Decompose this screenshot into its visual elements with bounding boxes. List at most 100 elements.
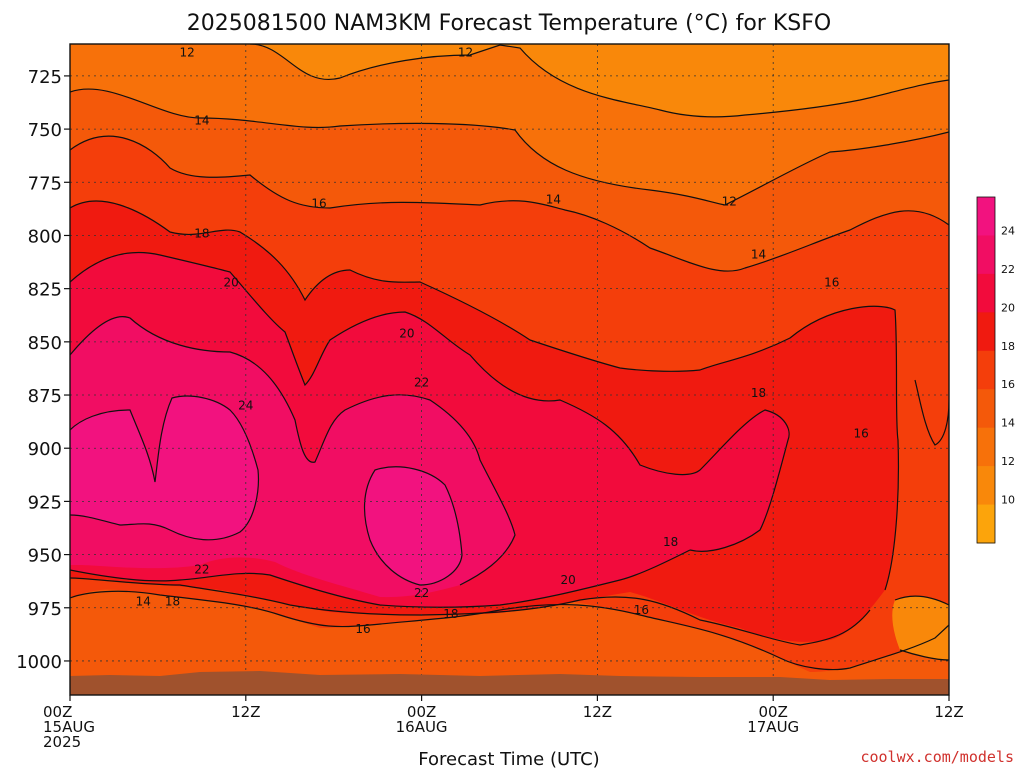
- x-axis-label: Forecast Time (UTC): [418, 749, 599, 768]
- contour-label: 18: [165, 594, 180, 608]
- band-lower-east-cool: [892, 596, 949, 660]
- colorbar-tick-label: 10: [1001, 494, 1015, 507]
- contour-line-16-a: [70, 200, 900, 591]
- colorbar-tick-label: 22: [1001, 263, 1015, 276]
- contour-labels: 12 12 12 14 14 14 16 16 16 16 16 18 18 18 18 18 14 20 20 20…: [136, 46, 869, 637]
- contour-label-text: 16: [824, 275, 839, 289]
- colorbar-swatch: [977, 197, 995, 236]
- y-tick-label: 725: [28, 67, 62, 88]
- contour-line-14-b: [894, 595, 949, 661]
- contour-label-text: 22: [414, 586, 429, 600]
- colorbar-swatch: [977, 312, 995, 352]
- colorbar-swatch: [977, 427, 995, 467]
- y-tick-label: 950: [28, 546, 62, 567]
- colorbar: 24 22 20 18 16 14 12 10: [976, 196, 1015, 544]
- contour-label: 16: [634, 603, 649, 617]
- contour-label-text: 18: [663, 535, 678, 549]
- colorbar-frame: [976, 196, 996, 544]
- contour-label: 16: [853, 426, 868, 440]
- contour-label-text: 18: [751, 386, 766, 400]
- contour-label: 14: [136, 594, 151, 608]
- contour-label: 22: [194, 562, 209, 576]
- x-tick-label: 00Z: [407, 703, 436, 721]
- contour-label: 18: [194, 226, 209, 240]
- x-tick-label: 2025: [43, 733, 81, 751]
- y-tick-label: 975: [28, 599, 62, 620]
- contour-line-10-a: [249, 44, 949, 118]
- contour-label-text: 14: [546, 192, 561, 206]
- y-tick-label: 750: [28, 120, 62, 141]
- contour-label-text: 12: [458, 46, 473, 60]
- y-axis: 725 750 775 800 825 850 875 900 925 950 975 1000: [16, 67, 70, 673]
- contour-lines: [70, 44, 949, 671]
- x-tick-label: 00Z: [759, 703, 788, 721]
- contour-label: 14: [751, 248, 766, 262]
- contour-label: 16: [824, 275, 839, 289]
- contour-line-20-b: [70, 549, 691, 608]
- contour-label: 18: [663, 535, 678, 549]
- y-tick-label: 875: [28, 386, 62, 407]
- contour-label: 12: [722, 194, 737, 208]
- contour-label-text: 18: [194, 226, 209, 240]
- x-tick-label: 17AUG: [747, 718, 799, 736]
- contour-line-16-c: [914, 379, 949, 446]
- chart-title: 2025081500 NAM3KM Forecast Temperature (…: [187, 11, 831, 36]
- contour-label: 14: [194, 114, 209, 128]
- contour-label-text: 16: [634, 603, 649, 617]
- y-tick-label: 775: [28, 173, 62, 194]
- x-tick-label: 00Z: [43, 703, 72, 721]
- colorbar-swatch: [977, 389, 995, 429]
- x-tick-label: 12Z: [583, 703, 612, 721]
- colorbar-swatch: [977, 466, 995, 506]
- y-tick-label: 925: [28, 492, 62, 513]
- y-tick-label: 900: [28, 439, 62, 460]
- x-tick-label: 12Z: [231, 703, 260, 721]
- colorbar-tick-label: 24: [1001, 224, 1015, 237]
- contour-label: 12: [458, 46, 473, 60]
- colorbar-swatch: [977, 504, 995, 544]
- contour-label-text: 16: [853, 426, 868, 440]
- contour-label: 12: [180, 46, 195, 60]
- contour-label: 24: [238, 399, 253, 413]
- contour-label: 18: [751, 386, 766, 400]
- contour-label: 18: [443, 607, 458, 621]
- x-tick-label: 12Z: [934, 703, 963, 721]
- colorbar-tick-label: 16: [1001, 378, 1015, 391]
- colorbar-swatch: [977, 235, 995, 275]
- contour-label-text: 20: [399, 326, 414, 340]
- plot-area: 12 12 12 14 14 14 16 16 16 16 16 18 18 18 18 18 14 20 20 20…: [70, 44, 949, 695]
- contour-label: 20: [560, 573, 575, 587]
- contour-label: 16: [311, 197, 326, 211]
- contour-line-16-b: [70, 590, 949, 671]
- contour-label-text: 12: [722, 194, 737, 208]
- plot-frame: [69, 43, 950, 696]
- contour-label-text: 20: [560, 573, 575, 587]
- contour-label: 14: [546, 192, 561, 206]
- contour-line-14-a: [70, 135, 949, 272]
- contour-label: 20: [399, 326, 414, 340]
- contour-label-text: 14: [751, 248, 766, 262]
- contour-line-22-b: [363, 466, 463, 586]
- contour-line-18-b: [70, 577, 871, 646]
- contour-line-20-a: [70, 316, 516, 586]
- contour-label-text: 24: [238, 399, 253, 413]
- y-tick-label: 1000: [16, 652, 62, 673]
- grid-lines: [70, 44, 949, 695]
- band-above-24-west: [70, 396, 259, 540]
- contour-label-text: 14: [136, 594, 151, 608]
- contour-label-text: 22: [194, 562, 209, 576]
- colorbar-tick-label: 12: [1001, 455, 1015, 468]
- colorbar-tick-label: 20: [1001, 301, 1015, 314]
- contour-label-text: 18: [165, 594, 180, 608]
- contour-label: 16: [355, 622, 370, 636]
- contour-label-text: 14: [194, 114, 209, 128]
- contour-label-text: 18: [443, 607, 458, 621]
- colorbar-tick-label: 14: [1001, 417, 1015, 430]
- contour-line-18-a: [70, 251, 790, 552]
- x-tick-label: 15AUG: [43, 718, 95, 736]
- contour-label-text: 12: [180, 46, 195, 60]
- contour-label-text: 20: [224, 275, 239, 289]
- y-tick-label: 800: [28, 226, 62, 247]
